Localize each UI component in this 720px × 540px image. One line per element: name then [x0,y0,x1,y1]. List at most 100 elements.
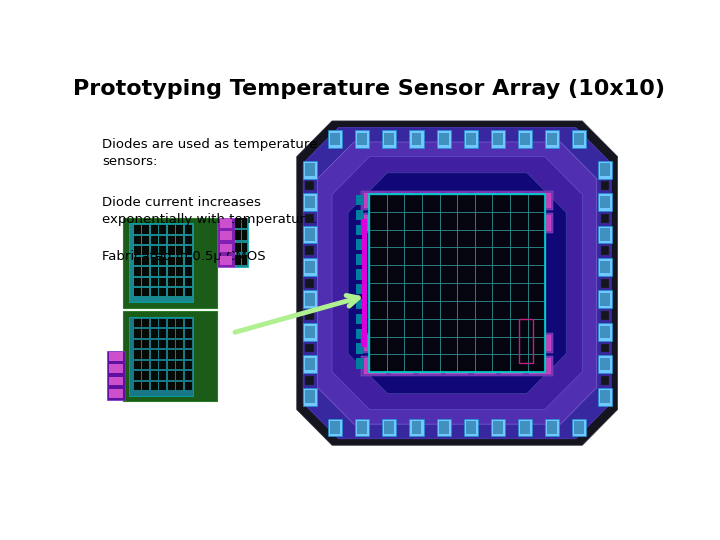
Bar [305,343,314,353]
Bar [235,255,240,265]
Bar [501,193,523,208]
Bar [305,326,315,338]
Bar [159,267,166,275]
Bar [600,246,609,255]
Bar [598,291,612,308]
Bar [391,358,413,374]
Bar [357,132,367,145]
Bar [184,246,192,255]
Bar [134,278,141,286]
Bar [382,130,397,147]
Bar [520,132,530,145]
Bar [184,340,192,348]
Bar [302,323,317,341]
Bar [143,256,150,265]
Bar [600,228,610,241]
Bar [356,254,363,265]
Bar [305,293,315,306]
Bar [574,132,584,145]
Bar [598,355,612,373]
Polygon shape [348,173,566,393]
Bar [107,351,125,400]
Bar [305,181,314,190]
Bar [547,132,557,145]
Bar [418,193,441,208]
Bar [364,335,386,351]
Bar [168,361,175,369]
Bar [361,333,554,353]
Bar [305,196,315,208]
Bar [159,340,166,348]
Bar [159,246,166,255]
Bar [143,267,150,275]
Bar [501,335,523,351]
Bar [501,215,523,231]
Bar [364,193,386,208]
Bar [235,242,240,252]
Bar [356,359,363,369]
Bar [176,278,183,286]
Bar [356,328,363,339]
Bar [176,340,183,348]
Bar [151,288,158,296]
Bar [129,317,193,396]
Bar [159,256,166,265]
Bar [410,418,423,436]
Bar [600,163,610,176]
Bar [356,210,363,220]
Bar [600,261,610,273]
Bar [547,421,557,434]
Bar [184,225,192,234]
Bar [151,225,158,234]
Bar [176,319,183,327]
Bar [600,279,609,288]
Bar [355,130,369,147]
Bar [572,130,586,147]
Bar [528,215,551,231]
Bar [242,255,247,265]
Bar [436,130,451,147]
Bar [598,193,612,211]
Bar [168,340,175,348]
Bar [410,130,423,147]
Bar [143,236,150,244]
Bar [235,230,240,240]
Bar [528,335,551,351]
Bar [134,288,141,296]
Bar [302,226,317,244]
Bar [491,418,505,436]
Bar [176,246,183,255]
Bar [493,421,503,434]
Bar [176,236,183,244]
Bar [382,418,397,436]
Bar [143,340,150,348]
Bar [159,350,166,359]
Bar [159,371,166,380]
Bar [418,215,441,231]
Bar [600,196,610,208]
Bar [176,225,183,234]
Bar [474,193,495,208]
Bar [242,242,247,252]
Bar [356,343,363,354]
Bar [176,350,183,359]
Bar [220,256,232,265]
Bar [151,382,158,390]
Bar [361,213,554,233]
Bar [600,214,609,222]
Bar [305,390,315,403]
Bar [391,335,413,351]
Bar [151,319,158,327]
Bar [134,267,141,275]
Bar [305,279,314,288]
Bar [159,288,166,296]
Bar [391,193,413,208]
Bar [356,299,363,309]
Polygon shape [318,142,597,424]
Bar [151,256,158,265]
Bar [134,382,141,390]
Bar [305,358,315,370]
Bar [361,356,554,375]
Bar [220,219,232,228]
Bar [474,335,495,351]
